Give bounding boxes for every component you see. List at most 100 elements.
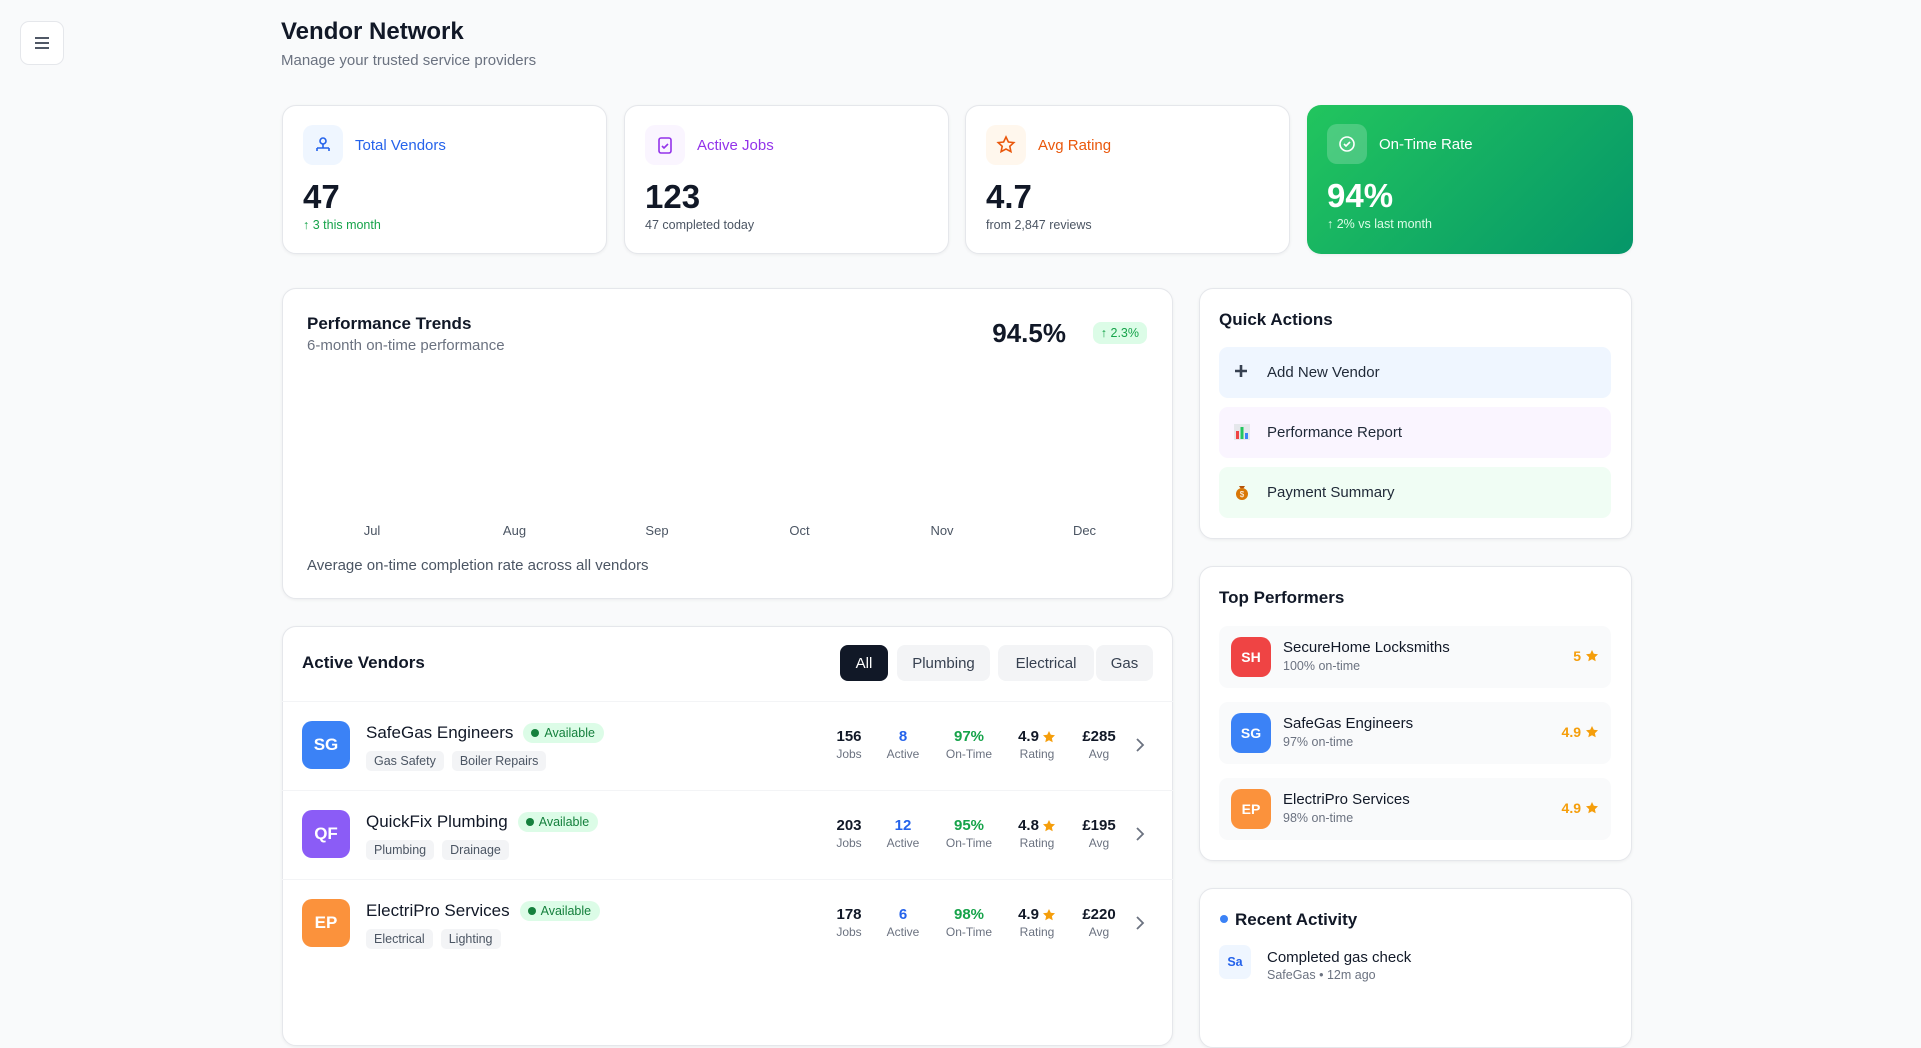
vendor-name: SafeGas Engineers [366, 723, 514, 742]
stat-number: 156 [814, 728, 884, 745]
status-dot [531, 729, 540, 737]
vendor-stat: £195 Avg [1064, 817, 1134, 850]
action-label: Payment Summary [1267, 484, 1395, 501]
vendor-tags: Plumbing Drainage [366, 840, 517, 860]
stat-number-text: 8 [898, 728, 908, 745]
performance-change: ↑ 2.3% [1092, 322, 1147, 344]
stat-caption: Avg [1088, 925, 1110, 939]
vendor-stat: 97% On-Time [934, 728, 1004, 761]
stat-number-text: 178 [836, 906, 862, 923]
activity-detail: SafeGas • 12m ago [1267, 968, 1376, 982]
vendor-stat: £285 Avg [1064, 728, 1134, 761]
chevron[interactable] [1135, 737, 1145, 758]
vendor-name-line: ElectriPro Services Available [366, 901, 601, 921]
stat-caption: Rating [1019, 747, 1055, 761]
stat-value: 94% [1327, 177, 1394, 214]
vendor-stat: 95% On-Time [934, 817, 1004, 850]
performer-rating: 4.9 [1562, 800, 1599, 816]
stat-caption: Active [886, 747, 920, 761]
vendor-row[interactable]: SG SafeGas Engineers Available Gas Safety Bo… [282, 701, 1173, 790]
activity-avatar: Sa [1219, 945, 1251, 979]
menu-button[interactable] [20, 21, 64, 65]
vendor-stat: £220 Avg [1064, 906, 1134, 939]
tag: Drainage [442, 840, 509, 860]
quick-action[interactable]: $ Payment Summary [1219, 467, 1611, 518]
vendor-stat: 203 Jobs [814, 817, 884, 850]
month-label: Jul [363, 523, 381, 538]
performer-rating: 4.9 [1562, 724, 1599, 740]
filter-tab[interactable]: Gas [1096, 645, 1153, 681]
performer-detail: 100% on-time [1283, 659, 1361, 673]
month-label: Sep [645, 523, 669, 538]
filter-tab[interactable]: Electrical [998, 645, 1094, 681]
performer[interactable]: EP ElectriPro Services 98% on-time 4.9 [1219, 778, 1611, 840]
status-dot [525, 818, 534, 826]
month-label: Oct [789, 523, 810, 538]
vendor-tags: Gas Safety Boiler Repairs [366, 751, 554, 771]
stat-number: 4.9 [1002, 728, 1072, 745]
performer-rating: 5 [1573, 648, 1599, 664]
stat-card: Active Jobs 123 47 completed today [624, 105, 949, 254]
performer[interactable]: SG SafeGas Engineers 97% on-time 4.9 [1219, 702, 1611, 764]
vendor-row[interactable]: EP ElectriPro Services Available Electrical… [282, 879, 1173, 968]
stat-number: 178 [814, 906, 884, 923]
vendor-stat: 178 Jobs [814, 906, 884, 939]
tag: Electrical [366, 929, 433, 949]
stat-caption: On-Time [945, 747, 993, 761]
chevron[interactable] [1135, 826, 1145, 847]
stat-number: £220 [1064, 906, 1134, 923]
vendor-stat: 4.9 Rating [1002, 906, 1072, 939]
stat-caption: Active [886, 836, 920, 850]
stat-caption: Rating [1019, 925, 1055, 939]
vendor-avatar: SG [302, 721, 350, 769]
icon [1042, 908, 1055, 920]
stat-note: ↑ 2% vs last month [1327, 217, 1432, 231]
stat-number: £195 [1064, 817, 1134, 834]
month-label: Dec [1072, 523, 1097, 538]
stat-caption: Active [886, 925, 920, 939]
svg-text:$: $ [1240, 490, 1245, 499]
stat-number: 98% [934, 906, 1004, 923]
performance-subtitle: 6-month on-time performance [307, 337, 505, 354]
stat-number-text: 203 [836, 817, 862, 834]
filter-tab[interactable]: All [840, 645, 888, 681]
page-subtitle: Manage your trusted service providers [281, 52, 537, 69]
vendor-avatar: QF [302, 810, 350, 858]
stat-number-text: 4.9 [1018, 728, 1039, 745]
performer[interactable]: SH SecureHome Locksmiths 100% on-time 5 [1219, 626, 1611, 688]
stat-label: Avg Rating [1038, 137, 1112, 154]
stat-value: 123 [645, 178, 701, 215]
quick-action[interactable]: Add New Vendor [1219, 347, 1611, 398]
stat-number: £285 [1064, 728, 1134, 745]
stat-caption: Avg [1088, 747, 1110, 761]
icon [1136, 916, 1145, 930]
rating-value: 4.9 [1561, 800, 1581, 816]
icon [996, 135, 1016, 154]
action-icon [1233, 363, 1251, 386]
vendor-name-line: SafeGas Engineers Available [366, 723, 604, 743]
stat-number-text: 4.9 [1018, 906, 1039, 923]
activity-text: Completed gas check [1267, 949, 1412, 966]
stat-caption: Jobs [836, 747, 862, 761]
stat-number-text: £195 [1082, 817, 1116, 834]
vendor-row[interactable]: QF QuickFix Plumbing Available Plumbing Drai… [282, 790, 1173, 879]
stat-number-text: 4.8 [1018, 817, 1039, 834]
icon [1042, 730, 1055, 742]
chevron[interactable] [1135, 915, 1145, 936]
vendor-avatar: EP [302, 899, 350, 947]
tag: Plumbing [366, 840, 435, 860]
icon [1136, 827, 1145, 841]
quick-action[interactable]: Performance Report [1219, 407, 1611, 458]
stat-icon [645, 125, 685, 165]
status-badge: Available [519, 901, 601, 921]
action-label: Performance Report [1267, 424, 1403, 441]
icon [1586, 802, 1598, 814]
vendor-tags: Electrical Lighting [366, 929, 509, 949]
stat-card: On-Time Rate 94% ↑ 2% vs last month [1307, 105, 1633, 254]
stat-value: 4.7 [986, 178, 1032, 215]
vendor-name-line: QuickFix Plumbing Available [366, 812, 599, 832]
filter-tab[interactable]: Plumbing [897, 645, 990, 681]
month-label: Aug [502, 523, 527, 538]
performer-name: SafeGas Engineers [1283, 715, 1414, 732]
top-performers-title: Top Performers [1219, 588, 1345, 607]
